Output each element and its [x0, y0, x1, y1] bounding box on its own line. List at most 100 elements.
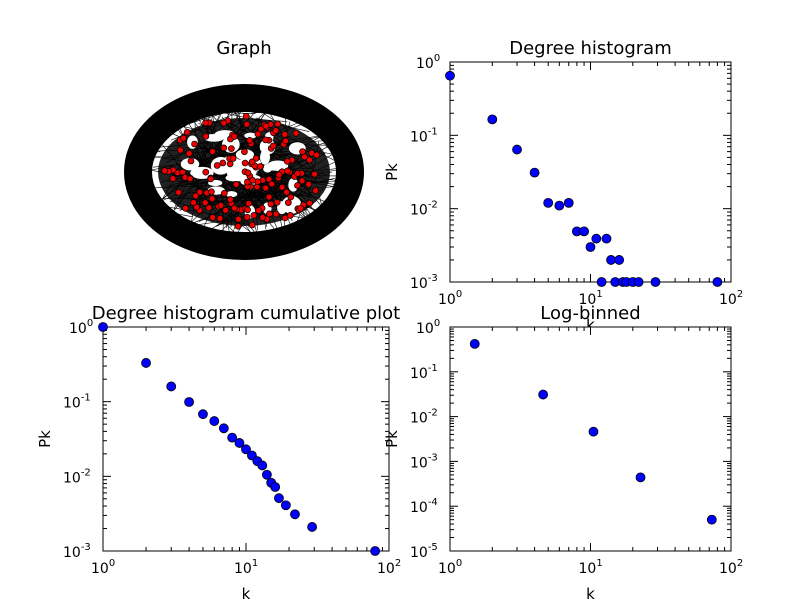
x-tick-label: 100: [438, 289, 462, 308]
network-node: [312, 187, 319, 194]
data-point: [218, 423, 229, 434]
network-node: [201, 199, 209, 207]
network-node: [283, 158, 291, 165]
network-node: [192, 192, 200, 200]
network-node: [265, 193, 273, 201]
network-edge: [162, 210, 193, 218]
data-point: [227, 432, 238, 443]
network-edge: [146, 155, 180, 159]
network-node: [259, 214, 266, 221]
network-node: [202, 168, 210, 176]
network-edge: [179, 225, 191, 232]
data-point: [563, 197, 574, 208]
network-edge: [251, 110, 274, 114]
network-node: [226, 160, 234, 168]
network-node: [275, 171, 283, 179]
network-node: [202, 119, 209, 127]
data-point: [591, 233, 602, 244]
network-node: [183, 128, 191, 136]
x-tick-label: 101: [579, 558, 603, 577]
network-node: [246, 136, 254, 144]
data-point: [601, 233, 612, 244]
network-node: [254, 130, 262, 138]
network-gap: [260, 149, 270, 165]
network-node: [231, 133, 238, 140]
data-point: [166, 381, 177, 392]
network-node: [281, 214, 289, 222]
data-point: [588, 426, 599, 437]
network-gap: [226, 163, 250, 182]
network-node: [191, 140, 198, 148]
network-node: [220, 119, 228, 127]
network-node: [175, 188, 182, 196]
y-tick-label: 100: [69, 318, 93, 337]
network-node: [222, 206, 229, 214]
data-point: [307, 522, 318, 532]
network-edge: [251, 216, 260, 241]
log-binned-panel: 100 101 102 10-5 10-4 10-3 10-2 10-1 100 k Pk Log-b…: [383, 303, 743, 603]
y-axis-label: Pk: [383, 163, 401, 181]
x-tick-label: 102: [719, 289, 743, 308]
network-edge: [331, 144, 350, 188]
network-edge: [153, 192, 158, 217]
network-edge: [294, 214, 300, 228]
data-point: [241, 444, 251, 455]
data-point: [596, 277, 607, 287]
network-node: [161, 167, 169, 175]
graph-panel: Graph: [124, 38, 364, 260]
y-tick-label: 10-3: [63, 542, 91, 561]
network-node: [209, 214, 217, 221]
chart-title: Degree histogram: [509, 38, 671, 59]
network-node: [169, 175, 177, 182]
network-gap: [267, 160, 289, 171]
y-axis-label: Pk: [383, 430, 401, 448]
x-tick-label: 101: [234, 558, 258, 577]
network-node: [190, 199, 197, 206]
network-node: [284, 167, 291, 175]
y-tick-label: 100: [416, 53, 440, 72]
x-axis-label: k: [586, 585, 595, 603]
network-node: [180, 134, 187, 142]
network-node: [177, 146, 184, 154]
network-edge: [166, 121, 242, 163]
network-node: [262, 184, 270, 192]
network-edge: [241, 112, 347, 167]
data-point: [261, 469, 272, 480]
x-tick-label: 100: [91, 558, 115, 577]
network-edge: [287, 219, 307, 238]
plot-area: [449, 326, 732, 552]
graph-title: Graph: [216, 38, 271, 59]
y-tick-label: 10-1: [63, 393, 91, 412]
data-point: [370, 546, 381, 556]
network-node: [244, 169, 252, 177]
data-point: [198, 409, 208, 420]
network-node: [272, 127, 280, 134]
data-point: [579, 226, 589, 237]
network-node: [248, 221, 256, 229]
network-node: [243, 213, 251, 221]
network-edge: [190, 151, 204, 169]
network-edge: [308, 216, 314, 223]
data-point: [141, 358, 151, 368]
data-point: [487, 114, 498, 125]
data-point: [234, 438, 245, 448]
network-node: [234, 222, 242, 230]
network-node: [186, 175, 194, 183]
y-tick-label: 10-1: [410, 126, 438, 145]
data-point: [280, 500, 291, 511]
network-node: [294, 182, 301, 189]
network-node: [220, 189, 228, 197]
data-point: [706, 514, 717, 525]
network-node: [217, 202, 225, 209]
network-edge: [290, 194, 346, 237]
network-node: [241, 159, 249, 167]
y-tick-label: 10-1: [410, 363, 438, 382]
network-node: [250, 212, 258, 219]
network-node: [268, 180, 276, 188]
network-node: [219, 159, 227, 167]
network-node: [306, 156, 313, 164]
network-node: [244, 206, 251, 214]
network-node: [205, 204, 213, 212]
network-node: [232, 181, 240, 188]
